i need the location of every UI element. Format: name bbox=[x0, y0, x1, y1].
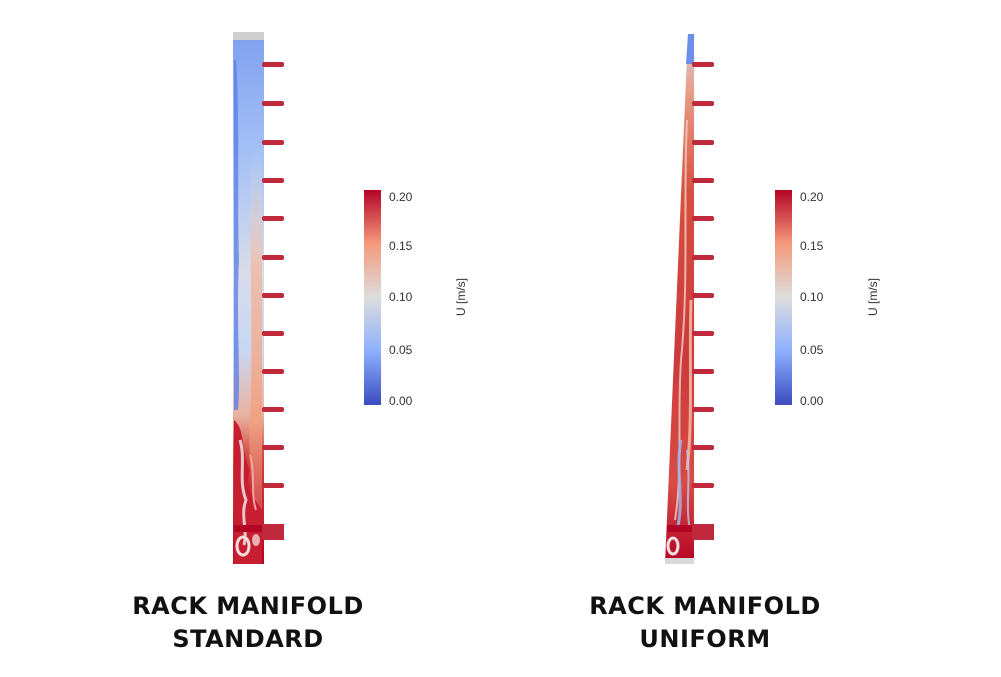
outlet bbox=[262, 331, 284, 336]
outlet bbox=[262, 140, 284, 145]
panel-caption: RACK MANIFOLD UNIFORM bbox=[545, 590, 865, 656]
outlet bbox=[692, 101, 714, 106]
velocity-field-standard bbox=[233, 32, 381, 564]
colorbar-tick: 0.00 bbox=[800, 394, 824, 408]
outlet bbox=[262, 62, 284, 67]
outlet-group bbox=[692, 62, 714, 540]
outlet bbox=[692, 216, 714, 221]
colorbar-tick: 0.10 bbox=[800, 290, 824, 304]
outlet bbox=[262, 445, 284, 450]
colorbar-tick: 0.20 bbox=[800, 190, 824, 204]
inlet-pipe bbox=[262, 524, 284, 540]
caption-line-1: RACK MANIFOLD bbox=[132, 592, 364, 620]
colorbar-tick: 0.15 bbox=[800, 239, 824, 253]
outlet bbox=[262, 178, 284, 183]
panel-standard: 0.20 0.15 0.10 0.05 0.00 U [m/s] RACK MA… bbox=[0, 0, 500, 677]
outlet bbox=[692, 140, 714, 145]
velocity-field-uniform bbox=[665, 34, 792, 564]
core-flow bbox=[249, 150, 262, 540]
panel-uniform: 0.20 0.15 0.10 0.05 0.00 U [m/s] RACK MA… bbox=[457, 0, 957, 677]
manifold-cap bbox=[233, 32, 264, 40]
low-velocity-zone bbox=[234, 60, 239, 410]
outlet bbox=[692, 255, 714, 260]
outlet-group bbox=[262, 62, 284, 540]
outlet bbox=[692, 178, 714, 183]
manifold-column bbox=[665, 34, 694, 564]
outlet bbox=[692, 369, 714, 374]
outlet bbox=[692, 445, 714, 450]
outlet bbox=[692, 293, 714, 298]
colorbar bbox=[775, 190, 792, 405]
caption-line-2: UNIFORM bbox=[639, 625, 771, 653]
outlet bbox=[262, 255, 284, 260]
caption-line-2: STANDARD bbox=[172, 625, 324, 653]
colorbar-tick: 0.15 bbox=[389, 239, 413, 253]
caption-line-1: RACK MANIFOLD bbox=[589, 592, 821, 620]
outlet bbox=[262, 369, 284, 374]
outlet bbox=[262, 101, 284, 106]
outlet bbox=[692, 331, 714, 336]
colorbar bbox=[364, 190, 381, 405]
outlet bbox=[262, 216, 284, 221]
outlet bbox=[692, 407, 714, 412]
panel-caption: RACK MANIFOLD STANDARD bbox=[88, 590, 408, 656]
outlet bbox=[692, 62, 714, 67]
outlet bbox=[262, 293, 284, 298]
colorbar-tick: 0.20 bbox=[389, 190, 413, 204]
colorbar-tick: 0.05 bbox=[800, 343, 824, 357]
colorbar-tick: 0.10 bbox=[389, 290, 413, 304]
outlet bbox=[692, 483, 714, 488]
inlet-pipe bbox=[692, 524, 714, 540]
colorbar-tick: 0.00 bbox=[389, 394, 413, 408]
outlet bbox=[262, 483, 284, 488]
outlet bbox=[262, 407, 284, 412]
colorbar-tick: 0.05 bbox=[389, 343, 413, 357]
colorbar-unit-label: U [m/s] bbox=[866, 278, 880, 316]
